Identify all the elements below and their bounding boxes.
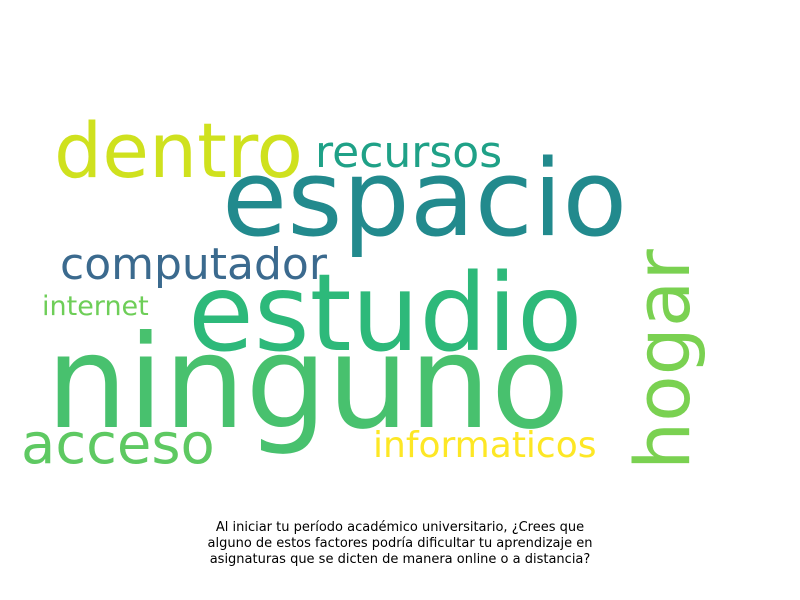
word-dentro: dentro xyxy=(54,106,304,195)
word-cloud: dentro recursos espacio computador inter… xyxy=(21,106,707,477)
word-ninguno: ninguno xyxy=(46,308,570,458)
word-hogar: hogar xyxy=(618,249,707,470)
word-espacio: espacio xyxy=(222,137,628,260)
word-estudio: estudio xyxy=(188,252,583,376)
caption-line-2: alguno de estos factores podría dificult… xyxy=(207,536,593,551)
word-acceso: acceso xyxy=(21,412,215,477)
word-computador: computador xyxy=(60,239,327,290)
caption-line-1: Al iniciar tu período académico universi… xyxy=(215,520,585,535)
word-recursos: recursos xyxy=(315,127,503,178)
word-informaticos: informaticos xyxy=(373,425,597,466)
figure-caption: Al iniciar tu período académico universi… xyxy=(100,520,700,568)
caption-line-3: asignaturas que se dicten de manera onli… xyxy=(209,552,591,567)
word-internet: internet xyxy=(42,291,149,322)
